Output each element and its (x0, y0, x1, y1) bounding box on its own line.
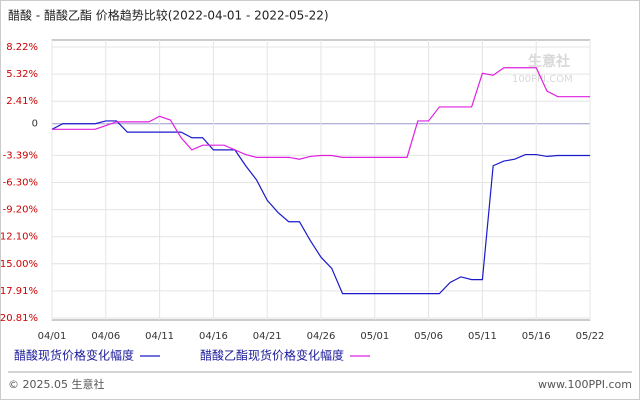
y-tick-label: -9.20% (3, 205, 38, 216)
y-tick-label: -20.81% (0, 313, 38, 324)
y-tick-label: 8.22% (6, 42, 38, 53)
watermark: 生意社 (528, 53, 570, 70)
x-tick-label: 04/01 (38, 331, 67, 342)
y-tick-label: -3.39% (3, 150, 38, 161)
x-tick-label: 04/26 (307, 331, 336, 342)
y-tick-label: -6.30% (3, 178, 38, 189)
x-tick-label: 04/21 (253, 331, 282, 342)
y-tick-label: -12.10% (0, 232, 38, 243)
x-tick-label: 05/16 (522, 331, 551, 342)
y-tick-label: -15.00% (0, 259, 38, 270)
footer-left: © 2025.05 生意社 (8, 377, 104, 391)
x-tick-label: 05/11 (468, 331, 497, 342)
x-tick-label: 04/06 (91, 331, 120, 342)
series-line (51, 120, 590, 295)
y-tick-label: 5.32% (6, 69, 38, 80)
footer-right: www.100PPI.com (538, 378, 632, 391)
x-tick-label: 05/01 (360, 331, 389, 342)
legend-label: 醋酸乙酯现货价格变化幅度 (200, 348, 344, 363)
y-tick-label: 2.41% (6, 96, 38, 107)
x-tick-label: 04/16 (199, 331, 228, 342)
x-tick-label: 05/22 (576, 331, 605, 342)
chart-title: 醋酸 - 醋酸乙酯 价格趋势比较(2022-04-01 - 2022-05-22… (8, 8, 329, 23)
x-tick-label: 05/06 (414, 331, 443, 342)
y-tick-label: -17.91% (0, 286, 38, 297)
series-line (52, 67, 590, 160)
legend-label: 醋酸现货价格变化幅度 (14, 348, 134, 363)
x-tick-label: 04/11 (145, 331, 174, 342)
y-tick-label: 0 (32, 119, 38, 130)
watermark: 100PPI.COM (512, 74, 573, 85)
